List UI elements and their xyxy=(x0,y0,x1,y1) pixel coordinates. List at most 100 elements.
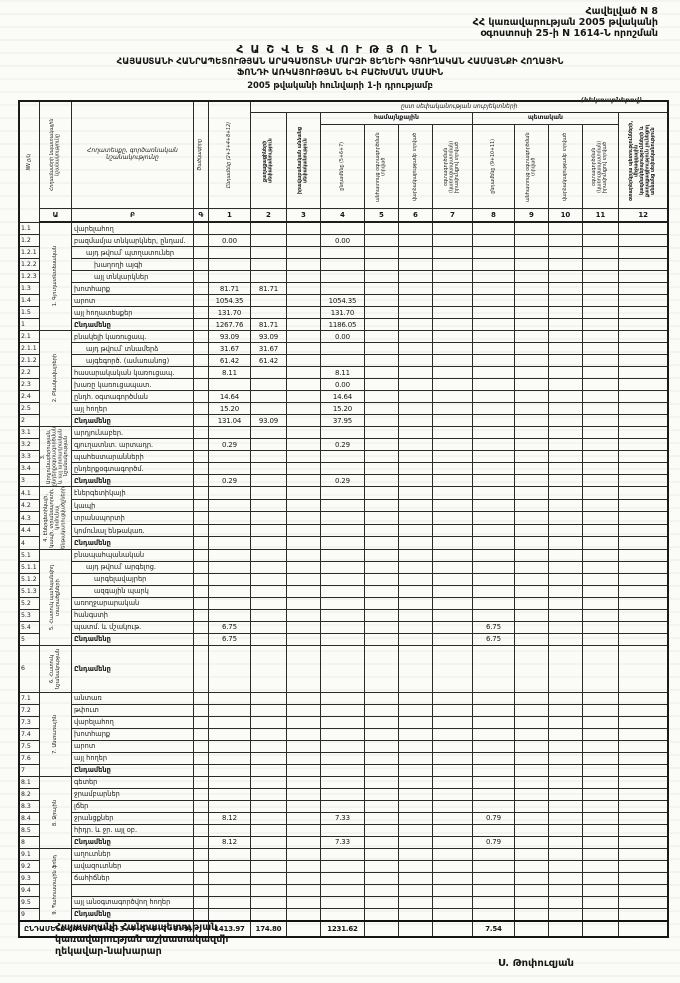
code-cell xyxy=(192,536,209,550)
value-cell xyxy=(363,847,399,861)
value-cell xyxy=(513,511,549,525)
value-cell xyxy=(249,859,287,873)
value-cell xyxy=(285,354,321,368)
value-cell xyxy=(249,560,287,574)
value-cell xyxy=(363,426,399,440)
value-cell xyxy=(397,727,433,741)
value-cell xyxy=(513,919,549,938)
value-cell xyxy=(249,474,287,488)
value-cell xyxy=(363,775,399,789)
row-number: 5.1.3 xyxy=(18,584,40,598)
value-cell: 61.42 xyxy=(249,354,287,368)
value-cell xyxy=(397,823,433,837)
header-col-a: Հողամասերի նպատակային նշանակությունը xyxy=(38,100,73,210)
code-cell xyxy=(192,871,209,885)
value-cell xyxy=(617,919,669,938)
value-cell xyxy=(513,691,549,705)
value-cell xyxy=(471,584,515,598)
section-label-text: 5. Հատուկ պահպանվող տարածքների xyxy=(48,564,61,631)
value-cell xyxy=(319,763,365,777)
value-cell xyxy=(285,584,321,598)
code-cell xyxy=(192,246,209,260)
value-cell: 0.29 xyxy=(319,438,365,452)
value-cell xyxy=(431,234,473,248)
value-cell xyxy=(471,462,515,476)
value-cell xyxy=(397,751,433,765)
table-row: 9.4 xyxy=(18,883,669,897)
value-cell xyxy=(249,258,287,272)
value-cell xyxy=(285,739,321,753)
value-cell xyxy=(285,486,321,500)
code-cell xyxy=(192,620,209,634)
value-cell xyxy=(617,703,669,717)
value-cell xyxy=(617,644,669,693)
table-row: 6 6. Հատուկ նշանակության Ընդամենը xyxy=(18,644,669,693)
row-label: անտառ xyxy=(71,691,194,705)
row-number: 9.1 xyxy=(18,847,40,861)
table-row: 9.2 ավազուտներ xyxy=(18,859,669,873)
value-cell xyxy=(319,644,365,693)
value-cell xyxy=(431,462,473,476)
code-cell xyxy=(192,511,209,525)
value-cell xyxy=(285,751,321,765)
value-cell xyxy=(249,835,287,849)
section-label: 5. Հատուկ պահպանվող տարածքների xyxy=(38,548,73,646)
header-col-9: անհատույց օգտագործման տրված xyxy=(513,124,549,210)
value-cell xyxy=(397,919,433,938)
value-cell: 7.33 xyxy=(319,835,365,849)
value-cell xyxy=(471,306,515,320)
value-cell xyxy=(513,823,549,837)
code-cell xyxy=(192,908,209,922)
value-cell xyxy=(249,787,287,801)
value-cell xyxy=(513,847,549,861)
value-cell xyxy=(249,246,287,260)
value-cell xyxy=(513,895,549,909)
row-label: խոտհարք xyxy=(71,282,194,296)
value-cell xyxy=(581,644,619,693)
value-cell xyxy=(249,632,287,646)
value-cell xyxy=(581,871,619,885)
code-cell xyxy=(192,596,209,610)
table-row: 3.1 3. Արդյունաբերության, ընդերքօգտագործմ… xyxy=(18,426,669,488)
value-cell xyxy=(397,835,433,849)
value-cell xyxy=(547,703,583,717)
value-cell xyxy=(547,572,583,586)
value-cell xyxy=(249,584,287,598)
value-cell xyxy=(363,715,399,729)
appendix-line: Հավելված N 8 xyxy=(585,6,659,17)
row-label: կոմունալ ենթակառ. xyxy=(71,523,194,538)
value-cell: 6.75 xyxy=(471,620,515,634)
row-number: 5.3 xyxy=(18,608,40,622)
table-row: 3.2 գյուղատնտ. արտադր. 0.29 0.29 xyxy=(18,438,669,452)
table-row: 7.3 վարելահող xyxy=(18,715,669,729)
grand-total-row: ԸՆԴԱՄԵՆԸ ՀՈՂԵՐ (1+2+3+4+5+6+7+8+9) 1413.9… xyxy=(18,919,669,938)
value-cell xyxy=(363,835,399,849)
section-label-text: 4. Էներգետիկայի, կապի, տրանսպորտի, կոմու… xyxy=(42,487,67,549)
value-cell xyxy=(471,258,515,272)
value-cell xyxy=(581,246,619,260)
report-title: ՀԱՇՎԵՏՎՈՒԹՅՈՒՆ xyxy=(236,42,444,56)
value-cell xyxy=(617,835,669,849)
header-col-5: անհատույց օգտագործման տրված xyxy=(363,124,399,210)
row-number: 5.1.2 xyxy=(18,572,40,586)
value-cell xyxy=(319,703,365,717)
value-cell xyxy=(513,258,549,272)
code-cell xyxy=(192,498,209,513)
value-cell xyxy=(581,390,619,404)
value-cell xyxy=(319,560,365,574)
value-cell: 1054.35 xyxy=(319,294,365,308)
value-cell xyxy=(547,221,583,236)
value-cell xyxy=(207,703,251,717)
row-number: 8 xyxy=(18,835,40,849)
value-cell xyxy=(207,536,251,550)
code-cell xyxy=(192,859,209,873)
value-cell xyxy=(431,715,473,729)
table-row: 8.2 ջրամբարներ xyxy=(18,787,669,801)
value-cell xyxy=(547,414,583,428)
value-cell xyxy=(617,330,669,344)
value-cell xyxy=(431,523,473,538)
appendix-line: օգոստոսի 25-ի N 1614-Ն որոշման xyxy=(480,28,658,40)
code-cell xyxy=(192,703,209,717)
header-col-2: քաղաքացիների սեփականություն xyxy=(249,112,287,210)
value-cell xyxy=(471,883,515,897)
